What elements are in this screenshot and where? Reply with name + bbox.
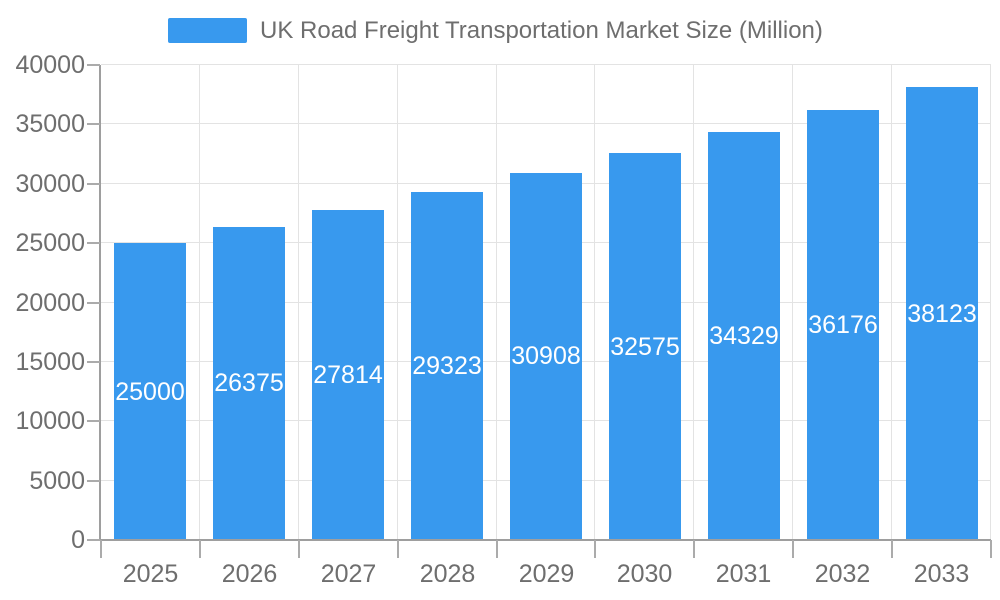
y-tick xyxy=(87,539,100,541)
x-tick xyxy=(496,540,498,558)
x-tick-label: 2028 xyxy=(419,560,476,588)
x-tick xyxy=(891,540,893,558)
h-gridline xyxy=(101,64,991,65)
bar-2026[interactable] xyxy=(213,227,285,540)
y-tick-label: 5000 xyxy=(29,467,85,495)
bar-2029[interactable] xyxy=(510,173,582,540)
y-tick-label: 20000 xyxy=(15,289,85,317)
v-gridline xyxy=(397,65,398,540)
bar-2031[interactable] xyxy=(708,132,780,540)
x-tick xyxy=(792,540,794,558)
v-gridline xyxy=(990,65,991,540)
bar-2027[interactable] xyxy=(312,210,384,540)
x-tick xyxy=(397,540,399,558)
bar-2028[interactable] xyxy=(411,192,483,540)
y-tick xyxy=(87,64,100,66)
x-axis-line xyxy=(99,539,991,541)
y-tick-label: 25000 xyxy=(15,229,85,257)
y-tick xyxy=(87,480,100,482)
x-tick-label: 2030 xyxy=(616,560,673,588)
x-tick-label: 2025 xyxy=(122,560,179,588)
v-gridline xyxy=(594,65,595,540)
x-tick xyxy=(199,540,201,558)
x-tick xyxy=(594,540,596,558)
y-tick-label: 10000 xyxy=(15,407,85,435)
plot-area: 25000 26375 27814 29323 30908 32575 34329 36176… xyxy=(101,64,991,540)
x-tick-label: 2026 xyxy=(221,560,278,588)
bar-2025[interactable] xyxy=(114,243,186,540)
x-tick xyxy=(100,540,102,558)
y-axis-line xyxy=(99,65,101,540)
y-tick xyxy=(87,183,100,185)
y-tick-label: 40000 xyxy=(15,51,85,79)
y-tick-label: 15000 xyxy=(15,348,85,376)
y-tick-label: 30000 xyxy=(15,170,85,198)
x-tick xyxy=(298,540,300,558)
y-tick-label: 35000 xyxy=(15,110,85,138)
x-tick-label: 2032 xyxy=(814,560,871,588)
v-gridline xyxy=(693,65,694,540)
x-tick xyxy=(990,540,992,558)
x-tick-label: 2029 xyxy=(518,560,575,588)
x-tick xyxy=(693,540,695,558)
bar-2033[interactable] xyxy=(906,87,978,540)
y-tick-label: 0 xyxy=(71,526,85,554)
x-tick-label: 2027 xyxy=(320,560,377,588)
y-tick xyxy=(87,123,100,125)
v-gridline xyxy=(891,65,892,540)
y-tick xyxy=(87,302,100,304)
legend-marker xyxy=(168,18,247,43)
v-gridline xyxy=(792,65,793,540)
v-gridline xyxy=(496,65,497,540)
h-gridline xyxy=(101,123,991,124)
bar-2030[interactable] xyxy=(609,153,681,540)
y-tick xyxy=(87,420,100,422)
y-tick xyxy=(87,361,100,363)
v-gridline xyxy=(199,65,200,540)
bar-2032[interactable] xyxy=(807,110,879,540)
x-tick-label: 2031 xyxy=(715,560,772,588)
v-gridline xyxy=(298,65,299,540)
legend[interactable]: UK Road Freight Transportation Market Si… xyxy=(168,18,823,43)
legend-label: UK Road Freight Transportation Market Si… xyxy=(260,17,823,44)
x-tick-label: 2033 xyxy=(913,560,970,588)
y-tick xyxy=(87,242,100,244)
